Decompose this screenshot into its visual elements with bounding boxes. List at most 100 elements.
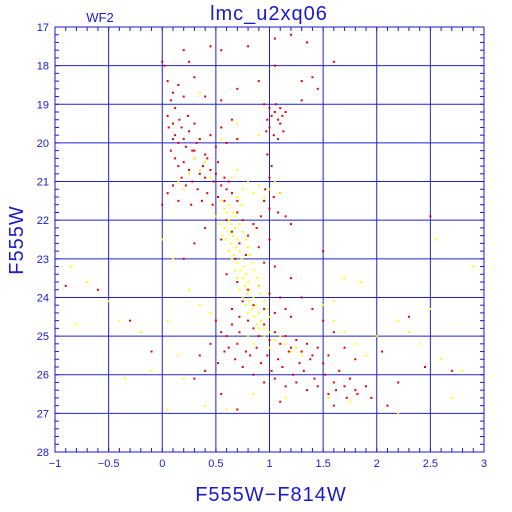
red-data-point: [174, 157, 177, 160]
red-data-point: [236, 281, 239, 283]
red-data-point: [289, 315, 292, 318]
red-data-point: [300, 99, 303, 102]
yellow-data-point: [123, 377, 126, 380]
yellow-data-point: [225, 238, 228, 241]
red-data-point: [343, 385, 346, 388]
x-tick-label: 1.5: [315, 458, 330, 470]
yellow-data-point: [241, 277, 244, 280]
red-data-point: [300, 296, 303, 299]
red-data-point: [302, 369, 305, 372]
red-data-point: [193, 149, 196, 152]
yellow-data-point: [257, 311, 260, 314]
yellow-data-point: [161, 238, 164, 241]
red-data-point: [324, 373, 327, 376]
yellow-data-point: [234, 215, 237, 218]
red-data-point: [171, 138, 174, 141]
red-data-point: [234, 358, 237, 361]
red-data-point: [184, 145, 187, 148]
yellow-data-point: [440, 358, 443, 361]
red-data-point: [282, 130, 285, 133]
red-data-point: [150, 350, 153, 353]
red-data-point: [204, 176, 207, 179]
red-data-point: [236, 342, 239, 345]
yellow-data-point: [247, 335, 250, 338]
red-data-point: [241, 300, 244, 303]
red-data-point: [236, 138, 239, 141]
yellow-data-point: [220, 199, 223, 202]
red-data-point: [230, 230, 233, 233]
red-data-point: [206, 192, 209, 195]
yellow-data-point: [259, 292, 262, 295]
yellow-data-point: [257, 134, 260, 137]
red-data-point: [268, 176, 271, 179]
red-data-point: [263, 381, 266, 384]
red-data-point: [279, 122, 282, 125]
red-data-point: [322, 362, 325, 365]
red-data-point: [204, 369, 207, 372]
yellow-data-point: [198, 304, 201, 307]
red-data-point: [266, 354, 269, 357]
yellow-data-point: [257, 184, 260, 187]
red-data-point: [309, 358, 312, 361]
red-data-point: [211, 203, 214, 206]
red-data-point: [177, 199, 180, 202]
red-data-point: [263, 308, 266, 311]
red-data-point: [252, 373, 255, 376]
red-data-point: [238, 315, 241, 318]
yellow-data-point: [247, 281, 250, 283]
red-data-point: [202, 165, 205, 168]
y-tick-label: 27: [37, 408, 49, 420]
yellow-data-point: [139, 331, 142, 334]
yellow-data-point: [244, 273, 247, 276]
red-data-point: [264, 188, 267, 191]
red-data-point: [220, 99, 223, 102]
red-data-point: [225, 188, 228, 191]
red-data-point: [295, 338, 298, 341]
red-data-point: [193, 76, 196, 79]
yellow-data-point: [107, 300, 110, 303]
red-data-point: [270, 114, 273, 117]
y-tick-label: 25: [37, 331, 49, 343]
red-data-point: [311, 76, 314, 79]
yellow-data-point: [365, 354, 368, 357]
y-tick-label: 17: [37, 22, 49, 34]
red-data-point: [268, 238, 271, 241]
yellow-data-point: [268, 346, 271, 349]
red-data-point: [327, 393, 330, 396]
y-tick-label: 23: [37, 254, 49, 266]
red-data-point: [206, 157, 209, 160]
yellow-data-point: [198, 168, 201, 171]
red-data-point: [386, 404, 389, 407]
red-data-point: [64, 284, 67, 287]
yellow-data-point: [239, 269, 242, 272]
red-data-point: [274, 103, 277, 106]
yellow-data-point: [244, 238, 247, 241]
red-data-point: [345, 396, 348, 399]
red-data-point: [209, 342, 212, 345]
red-data-point: [252, 223, 255, 226]
red-data-point: [338, 369, 341, 372]
yellow-data-point: [434, 238, 437, 241]
red-data-point: [204, 153, 207, 156]
red-data-point: [244, 350, 247, 353]
yellow-data-point: [241, 296, 244, 299]
red-data-point: [182, 95, 185, 98]
red-data-point: [397, 381, 400, 384]
red-data-point: [234, 257, 237, 260]
yellow-data-point: [263, 300, 266, 303]
red-data-point: [238, 242, 241, 245]
yellow-data-point: [238, 250, 241, 253]
red-data-point: [227, 180, 230, 183]
yellow-data-point: [397, 319, 400, 322]
y-tick-label: 24: [37, 292, 49, 304]
red-data-point: [343, 346, 346, 349]
x-tick-label: 2: [374, 458, 380, 470]
red-data-point: [356, 393, 359, 396]
red-data-point: [272, 196, 275, 198]
yellow-data-point: [245, 292, 248, 295]
red-data-point: [178, 118, 181, 121]
red-data-point: [225, 219, 228, 222]
red-data-point: [220, 331, 223, 334]
red-data-point: [217, 362, 220, 365]
